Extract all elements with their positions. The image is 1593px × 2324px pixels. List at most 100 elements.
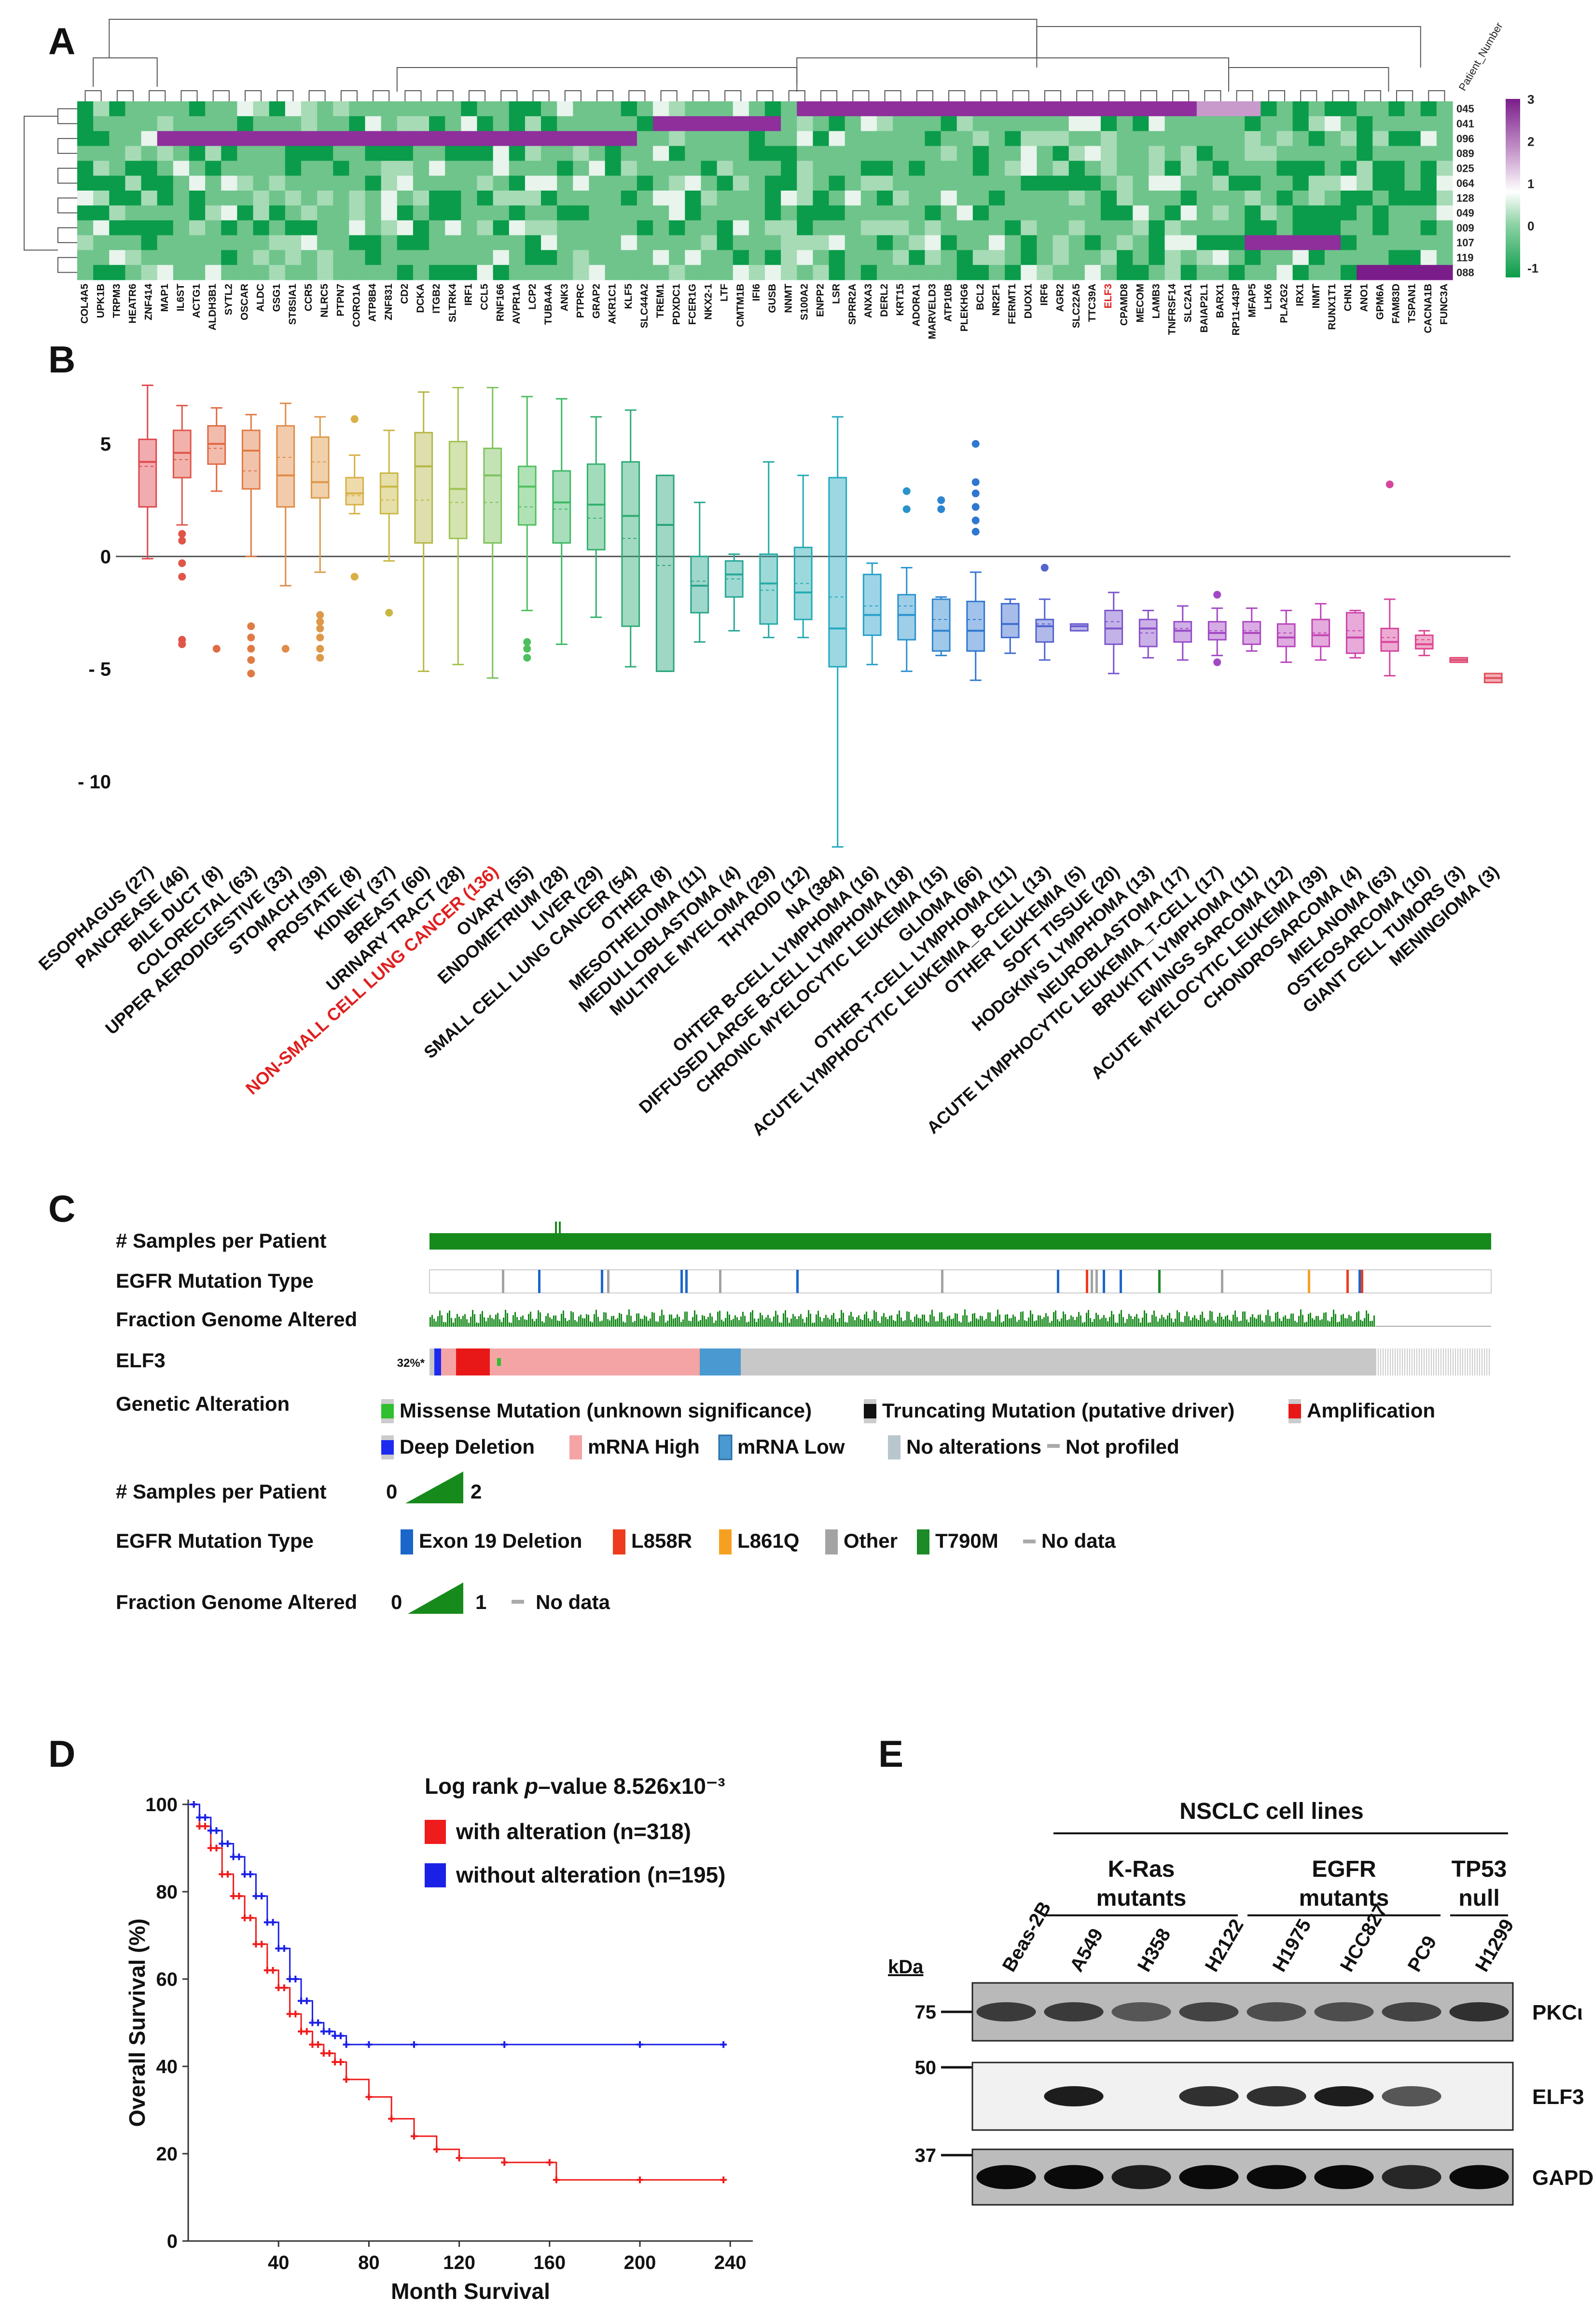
dendrogram-leaf	[724, 90, 742, 101]
heatmap-cell	[956, 161, 973, 176]
heatmap-cell	[717, 205, 734, 221]
heatmap-cell	[1149, 265, 1165, 280]
fga-bar	[1059, 1321, 1060, 1327]
heatmap-cell	[365, 176, 382, 191]
heatmap-cell	[1196, 176, 1213, 191]
fga-bar	[947, 1316, 948, 1327]
fga-bar	[650, 1319, 651, 1327]
censor-mark	[315, 2041, 322, 2048]
fga-bar	[464, 1314, 466, 1327]
censor-mark	[263, 1919, 271, 1926]
heatmap-cell	[1404, 161, 1421, 176]
heatmap-cell	[988, 101, 1005, 117]
heatmap-gene-label: ZNF414	[143, 284, 154, 320]
box-iqr	[931, 598, 951, 652]
box-outlier	[523, 645, 531, 653]
heatmap-cell	[557, 176, 573, 191]
heatmap-cell	[1084, 146, 1101, 161]
heatmap-cell	[733, 146, 749, 161]
fga-bar	[769, 1318, 771, 1327]
censor-mark	[224, 1840, 231, 1847]
fga-bar	[1101, 1318, 1103, 1327]
heatmap-cell	[1292, 176, 1309, 191]
heatmap-cell	[1149, 205, 1165, 221]
fga-bar	[987, 1312, 989, 1327]
heatmap-cell	[445, 235, 461, 250]
fga-legend-min: 0	[391, 1591, 402, 1613]
heatmap-cell	[413, 116, 429, 132]
heatmap-cell	[461, 176, 478, 191]
heatmap-gene-label: LSR	[831, 284, 842, 304]
fga-bar	[601, 1320, 603, 1327]
dendrogram-leaf	[1172, 90, 1190, 101]
heatmap-cell	[1276, 235, 1293, 250]
heatmap-cell	[253, 265, 270, 280]
heatmap-cell	[765, 131, 781, 147]
fga-bar	[1343, 1314, 1344, 1327]
fga-bar	[1306, 1321, 1307, 1327]
fga-bar	[883, 1313, 885, 1327]
heatmap-cell	[205, 235, 222, 250]
fga-bar	[1360, 1320, 1361, 1327]
heatmap-cell	[1196, 191, 1213, 206]
heatmap-cell	[189, 220, 206, 236]
heatmap-cell	[909, 146, 925, 161]
survival-curve-0	[188, 1803, 724, 2181]
heatmap-cell	[1341, 220, 1357, 236]
heatmap-cell	[93, 191, 110, 206]
heatmap-cell	[1164, 250, 1181, 265]
fga-bar	[437, 1316, 439, 1327]
heatmap-cell	[1164, 176, 1181, 191]
heatmap-cell	[669, 131, 685, 147]
fga-bar	[632, 1322, 634, 1327]
heatmap-cell	[397, 101, 414, 117]
heatmap-cell	[669, 191, 685, 206]
heatmap-cell	[829, 265, 845, 280]
fga-bar	[1370, 1321, 1371, 1327]
heatmap-cell	[1388, 146, 1405, 161]
fga-legend-label: Fraction Genome Altered	[116, 1591, 357, 1613]
blot-0	[971, 1982, 1514, 2042]
heatmap-cell	[637, 191, 653, 206]
heatmap-cells	[77, 101, 1453, 280]
fga-bar	[1105, 1318, 1107, 1327]
heatmap-cell	[269, 101, 286, 117]
dendrogram-leaf	[340, 90, 358, 101]
heatmap-cell	[1229, 265, 1245, 280]
fga-bar	[567, 1321, 568, 1327]
heatmap-cell	[941, 116, 957, 132]
oncoprint-track-label: # Samples per Patient	[116, 1229, 327, 1252]
heatmap-cell	[813, 146, 830, 161]
heatmap-cell	[493, 250, 510, 265]
heatmap-cell	[1229, 146, 1245, 161]
fga-bar	[1219, 1313, 1220, 1327]
box-iqr	[552, 470, 571, 544]
heatmap-cell	[1341, 161, 1357, 176]
fga-bar	[617, 1318, 618, 1327]
fga-bar	[956, 1313, 958, 1327]
fga-bar	[1109, 1317, 1110, 1327]
fga-bar	[1331, 1317, 1332, 1327]
heatmap-cell	[237, 235, 254, 250]
heatmap-gene-label: GSG1	[271, 284, 282, 312]
fga-bar	[1005, 1314, 1006, 1327]
heatmap-cell	[77, 131, 94, 147]
heatmap-cell	[1341, 176, 1357, 191]
fga-bar	[812, 1322, 813, 1327]
heatmap-cell	[173, 131, 190, 147]
fga-bar	[1067, 1320, 1068, 1327]
heatmap-cell	[941, 101, 957, 117]
heatmap-cell	[1229, 116, 1245, 132]
censor-mark	[286, 2010, 293, 2018]
heatmap-cell	[1005, 161, 1021, 176]
heatmap-cell	[349, 205, 366, 221]
heatmap-cell	[1180, 265, 1197, 280]
heatmap-cell	[893, 250, 909, 265]
heatmap-cell	[1324, 265, 1341, 280]
heatmap-cell	[925, 265, 942, 280]
fga-bar	[848, 1315, 850, 1327]
heatmap-cell	[909, 205, 925, 221]
heatmap-cell	[972, 265, 989, 280]
box-outlier	[971, 478, 980, 486]
